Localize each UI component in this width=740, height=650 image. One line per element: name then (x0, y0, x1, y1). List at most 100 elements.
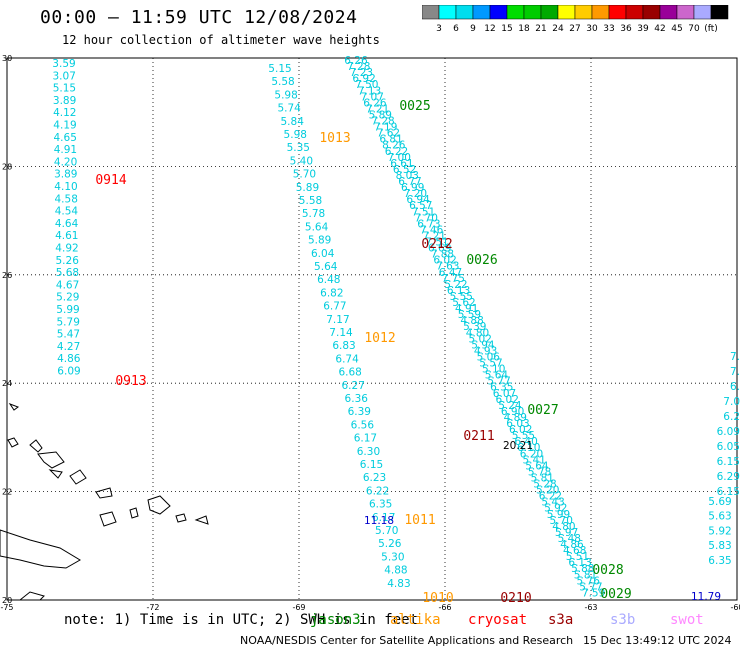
lon-tick-label: -72 (146, 603, 159, 612)
lon-tick-label: -63 (584, 603, 597, 612)
swh-value: 5.98 (274, 89, 297, 101)
swh-value: 5.64 (485, 370, 509, 382)
sat-label-altika: altika (390, 612, 441, 628)
swh-value: 7.51 (412, 206, 435, 218)
color-scale-legend: 3 6 9 12 15 18 21 24 27 30 33 36 39 42 45 70 (ft) (422, 5, 729, 34)
swh-value: 5.84 (281, 116, 305, 128)
swh-value: 6.39 (348, 406, 371, 418)
swh-value: 5.15 (53, 83, 76, 95)
pass-label: 0913 (115, 374, 146, 389)
pass-label: 0026 (466, 253, 497, 268)
swh-value: 5.64 (314, 261, 338, 273)
coastline (175, 513, 187, 523)
swh-value-edge: 7. (730, 366, 740, 378)
coastline (147, 495, 171, 515)
lat-tick-label: 24 (2, 379, 12, 388)
swh-value: 6.22 (539, 491, 562, 503)
swh-value: 7.00 (388, 152, 411, 164)
swh-value: 5.74 (277, 103, 301, 115)
swh-value: 6.36 (345, 393, 369, 405)
swh-value: 7.75 (442, 273, 465, 285)
pass-label: 1010 (422, 591, 453, 606)
coastline (99, 511, 117, 527)
credit-line: NOAA/NESDIS Center for Satellite Applica… (240, 634, 574, 647)
swh-value: 5.70 (550, 515, 573, 527)
colorbar-label: 30 (586, 24, 598, 34)
swh-value: 5.26 (378, 538, 402, 550)
swh-value: 5.41 (523, 454, 546, 466)
swh-value: 5.78 (302, 208, 325, 220)
swh-value: 5.15 (268, 63, 291, 75)
swh-value: 7.88 (431, 249, 454, 261)
swh-value: 6.15 (360, 459, 383, 471)
swh-value: 5.06 (477, 351, 501, 363)
swh-value: 4.27 (57, 341, 80, 353)
swh-value: 6.20 (520, 448, 543, 460)
swh-value: 6.07 (493, 388, 516, 400)
swh-value: 6.23 (363, 472, 386, 484)
swh-value-edge: 7.0 (723, 396, 740, 408)
swh-value: 5.58 (299, 195, 322, 207)
coastline (69, 469, 87, 485)
swh-value: 6.90 (501, 406, 524, 418)
swh-value: 3.59 (52, 58, 75, 70)
sat-label-cryosat: cryosat (468, 612, 528, 628)
colorbar-label: 33 (603, 24, 614, 34)
swh-value: 6.13 (568, 557, 591, 569)
coastline (48, 469, 63, 479)
coastline (194, 515, 209, 525)
sat-label-s3b: s3b (610, 612, 636, 628)
swh-value-edge: 6.15 (717, 456, 740, 468)
swh-value: 5.40 (290, 155, 313, 167)
lon-tick-label: -60 (730, 603, 740, 612)
swh-value: 5.92 (708, 525, 731, 537)
swh-value: 5.43 (541, 497, 564, 509)
swh-value: 5.55 (450, 291, 473, 303)
swh-value: 6.22 (366, 485, 389, 497)
sat-label-swot: swot (670, 612, 704, 628)
swh-value: 6.40 (514, 436, 537, 448)
swh-value: 7.70 (415, 212, 438, 224)
swh-value: 7.59 (582, 587, 605, 599)
swh-value: 6.73 (417, 218, 440, 230)
swh-value: 5.69 (708, 496, 731, 508)
swh-value: 6.81 (379, 134, 402, 146)
swh-value: 4.12 (53, 107, 76, 119)
swh-value: 5.99 (547, 509, 570, 521)
swh-value: 6.99 (401, 182, 424, 194)
swh-value: 5.30 (381, 551, 404, 563)
swh-value-edge: 6.15 (717, 486, 740, 498)
coastline (37, 451, 65, 469)
swh-value-edge: 6. (730, 381, 740, 393)
swh-value: 5.48 (558, 533, 581, 545)
colorbar-label: 39 (637, 24, 649, 34)
swh-value: 5.26 (56, 255, 80, 267)
pass-label: 0212 (421, 237, 452, 252)
colorbar-label: 9 (470, 24, 476, 34)
lat-tick-label: 22 (2, 488, 12, 497)
swh-value: 4.86 (560, 539, 584, 551)
swh-value: 5.83 (708, 540, 731, 552)
swh-value-edge: 6.09 (717, 426, 740, 438)
swh-value: 5.97 (555, 527, 578, 539)
swh-value: 4.67 (56, 279, 79, 291)
swh-value: 5.89 (296, 182, 319, 194)
swh-value: 6.30 (357, 446, 380, 458)
lat-tick-label: 28 (2, 162, 12, 171)
swh-value: 7.21 (366, 103, 389, 115)
swh-value: 4.88 (384, 565, 407, 577)
swh-value: 5.29 (56, 292, 79, 304)
swh-value: 6.22 (385, 146, 408, 158)
colorbar-label: 6 (453, 24, 459, 34)
swh-value: 7.20 (404, 188, 427, 200)
pass-label: 1011 (404, 513, 435, 528)
swh-value: 7.28 (347, 61, 370, 73)
swh-value: 4.54 (55, 206, 79, 218)
swh-value: 5.24 (498, 400, 522, 412)
credit-date: 15 Dec 13:49:12 UTC 2024 (583, 634, 732, 647)
map-title: 00:00 – 11:59 UTC 12/08/2024 (40, 7, 358, 28)
swh-value: 8.26 (382, 140, 406, 152)
colorbar-label: 21 (535, 24, 546, 34)
lat-tick-label: 20 (2, 596, 12, 605)
colorbar-label: 42 (654, 24, 665, 34)
